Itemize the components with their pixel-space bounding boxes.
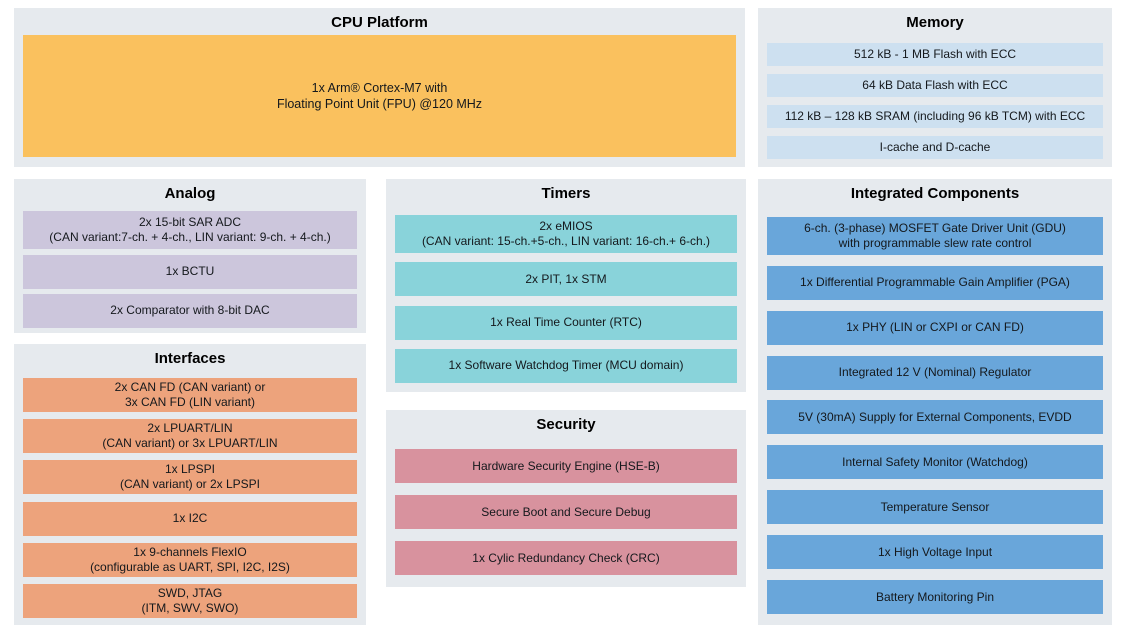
panel-title-timers: Timers [541,185,591,202]
block-cortex-m7: 1x Arm® Cortex-M7 with Floating Point Un… [23,35,736,157]
block-sar-adc: 2x 15-bit SAR ADC (CAN variant:7-ch. + 4… [23,211,357,250]
panel-memory: Memory 512 kB - 1 MB Flash with ECC 64 k… [758,8,1112,167]
block-sram: 112 kB – 128 kB SRAM (including 96 kB TC… [767,105,1103,128]
block-can-fd: 2x CAN FD (CAN variant) or 3x CAN FD (LI… [23,378,357,413]
block-high-voltage-input: 1x High Voltage Input [767,535,1103,570]
block-battery-monitoring-pin: Battery Monitoring Pin [767,580,1103,615]
panel-rows: 2x eMIOS (CAN variant: 15-ch.+5-ch., LIN… [395,206,737,392]
block-flexio: 1x 9-channels FlexIO (configurable as UA… [23,542,357,577]
block-i2c: 1x I2C [23,501,357,536]
panel-rows: 2x CAN FD (CAN variant) or 3x CAN FD (LI… [23,371,357,625]
panel-rows: 512 kB - 1 MB Flash with ECC 64 kB Data … [767,35,1103,167]
block-gdu: 6-ch. (3-phase) MOSFET Gate Driver Unit … [767,216,1103,255]
panel-integrated-components: Integrated Components 6-ch. (3-phase) MO… [758,179,1112,625]
panel-title-memory: Memory [906,14,964,31]
block-data-flash: 64 kB Data Flash with ECC [767,74,1103,97]
block-secure-boot-debug: Secure Boot and Secure Debug [395,495,737,529]
panel-title-security: Security [536,416,596,433]
panel-cpu-platform: CPU Platform 1x Arm® Cortex-M7 with Floa… [14,8,745,167]
block-cache: I-cache and D-cache [767,136,1103,159]
block-safety-monitor: Internal Safety Monitor (Watchdog) [767,445,1103,480]
block-emios: 2x eMIOS (CAN variant: 15-ch.+5-ch., LIN… [395,215,737,254]
panel-timers: Timers 2x eMIOS (CAN variant: 15-ch.+5-c… [386,179,746,392]
block-rtc: 1x Real Time Counter (RTC) [395,305,737,340]
block-software-watchdog: 1x Software Watchdog Timer (MCU domain) [395,348,737,383]
panel-interfaces: Interfaces 2x CAN FD (CAN variant) or 3x… [14,344,366,625]
block-5v-supply-evdd: 5V (30mA) Supply for External Components… [767,400,1103,435]
block-flash-with-ecc: 512 kB - 1 MB Flash with ECC [767,43,1103,66]
panel-rows: 2x 15-bit SAR ADC (CAN variant:7-ch. + 4… [23,206,357,333]
block-temperature-sensor: Temperature Sensor [767,490,1103,525]
block-pga: 1x Differential Programmable Gain Amplif… [767,265,1103,300]
block-swd-jtag: SWD, JTAG (ITM, SWV, SWO) [23,583,357,618]
panel-analog: Analog 2x 15-bit SAR ADC (CAN variant:7-… [14,179,366,333]
block-pit-stm: 2x PIT, 1x STM [395,262,737,297]
block-lpuart-lin: 2x LPUART/LIN (CAN variant) or 3x LPUART… [23,419,357,454]
block-bctu: 1x BCTU [23,254,357,289]
panel-title-interfaces: Interfaces [154,350,226,367]
block-crc: 1x Cylic Redundancy Check (CRC) [395,541,737,575]
block-phy: 1x PHY (LIN or CXPI or CAN FD) [767,310,1103,345]
panel-security: Security Hardware Security Engine (HSE-B… [386,410,746,587]
panel-rows: Hardware Security Engine (HSE-B) Secure … [395,437,737,587]
block-lpspi: 1x LPSPI (CAN variant) or 2x LPSPI [23,460,357,495]
panel-title-analog: Analog [164,185,216,202]
panel-rows: 1x Arm® Cortex-M7 with Floating Point Un… [23,35,736,167]
block-comparator-dac: 2x Comparator with 8-bit DAC [23,293,357,328]
block-12v-regulator: Integrated 12 V (Nominal) Regulator [767,355,1103,390]
panel-title-cpu-platform: CPU Platform [331,14,428,31]
panel-rows: 6-ch. (3-phase) MOSFET Gate Driver Unit … [767,206,1103,625]
block-hse: Hardware Security Engine (HSE-B) [395,449,737,483]
panel-title-integrated-components: Integrated Components [850,185,1020,202]
